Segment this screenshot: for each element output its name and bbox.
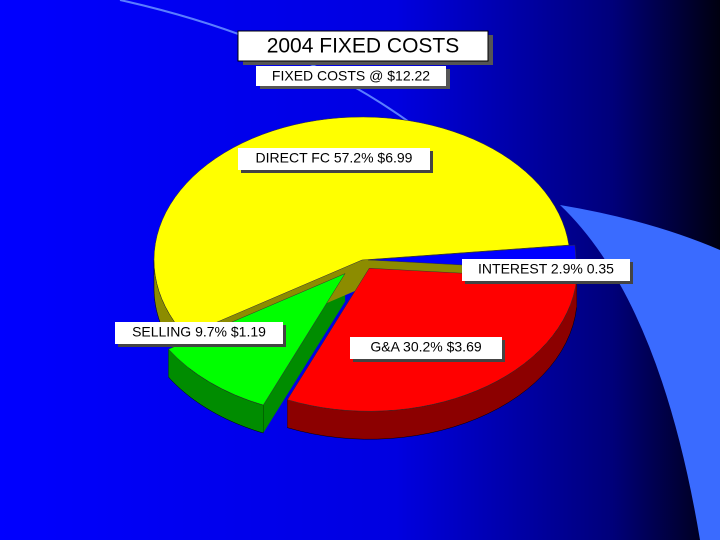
decor-swoosh xyxy=(560,205,720,540)
data-label: G&A 30.2% $3.69 xyxy=(370,339,482,355)
title-box: 2004 FIXED COSTS xyxy=(237,30,493,65)
title-bg xyxy=(237,30,489,62)
slice-cut xyxy=(263,273,346,434)
subtitle-bg xyxy=(256,66,446,86)
label-bg xyxy=(238,148,430,170)
subtitle-box: FIXED COSTS @ $12.22 xyxy=(256,66,450,89)
data-label: DIRECT FC 57.2% $6.99 xyxy=(256,150,413,166)
chart-subtitle: FIXED COSTS @ $12.22 xyxy=(272,68,430,84)
chart-title: 2004 FIXED COSTS xyxy=(267,35,460,58)
label-bg xyxy=(350,337,502,359)
label-bg xyxy=(462,259,630,281)
label-bg xyxy=(115,322,283,344)
data-label: INTEREST 2.9% 0.35 xyxy=(478,261,614,277)
labels: INTEREST 2.9% 0.35 G&A 30.2% $3.69 SELLING… xyxy=(115,148,633,362)
data-label: SELLING 9.7% $1.19 xyxy=(132,324,266,340)
